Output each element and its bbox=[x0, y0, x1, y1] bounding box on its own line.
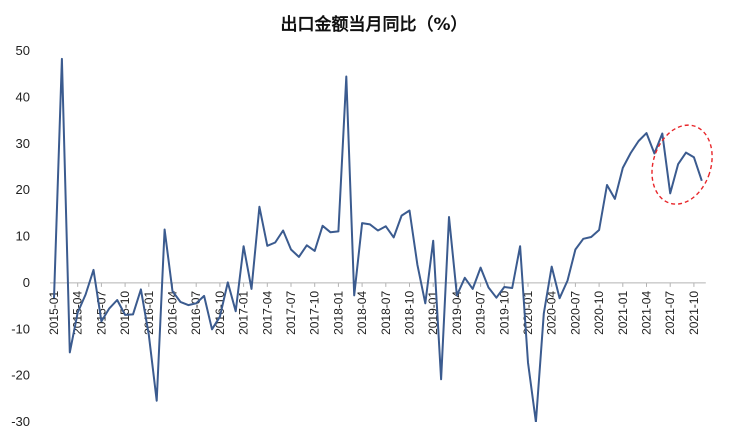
y-tick-label: 20 bbox=[16, 182, 30, 197]
x-tick-label: 2020-10 bbox=[592, 291, 606, 335]
x-tick-label: 2020-04 bbox=[545, 291, 559, 335]
x-tick-label: 2015-10 bbox=[118, 291, 132, 335]
x-tick-label: 2020-07 bbox=[568, 291, 582, 335]
y-tick-label: -10 bbox=[11, 321, 30, 336]
x-tick-label: 2016-07 bbox=[189, 291, 203, 335]
x-tick-label: 2019-10 bbox=[497, 291, 511, 335]
y-tick-label: 50 bbox=[16, 43, 30, 58]
x-tick-label: 2015-01 bbox=[47, 291, 61, 335]
x-tick-label: 2021-10 bbox=[687, 291, 701, 335]
x-tick-label: 2017-10 bbox=[308, 291, 322, 335]
x-tick-label: 2016-04 bbox=[166, 291, 180, 335]
y-tick-label: 30 bbox=[16, 136, 30, 151]
x-tick-label: 2017-01 bbox=[237, 291, 251, 335]
series-line bbox=[53, 57, 703, 422]
highlight-ellipse bbox=[651, 124, 713, 205]
x-tick-label: 2021-01 bbox=[616, 291, 630, 335]
x-tick-label: 2018-10 bbox=[403, 291, 417, 335]
y-tick-label: 10 bbox=[16, 229, 30, 244]
x-tick-label: 2018-01 bbox=[331, 291, 345, 335]
x-tick-label: 2019-04 bbox=[450, 291, 464, 335]
x-tick-label: 2016-01 bbox=[142, 291, 156, 335]
x-tick-label: 2019-07 bbox=[474, 291, 488, 335]
chart-title: 出口金额当月同比（%） bbox=[280, 15, 468, 35]
y-tick-label: 40 bbox=[16, 89, 30, 104]
y-tick-label: -20 bbox=[11, 368, 30, 383]
x-tick-label: 2018-04 bbox=[355, 291, 369, 335]
x-tick-label: 2017-04 bbox=[260, 291, 274, 335]
x-tick-label: 2021-04 bbox=[640, 291, 654, 335]
y-tick-label: 0 bbox=[23, 275, 30, 290]
x-tick-label: 2018-07 bbox=[379, 291, 393, 335]
x-tick-label: 2021-07 bbox=[663, 291, 677, 335]
x-tick-label: 2017-07 bbox=[284, 291, 298, 335]
y-tick-label: -30 bbox=[11, 414, 30, 429]
